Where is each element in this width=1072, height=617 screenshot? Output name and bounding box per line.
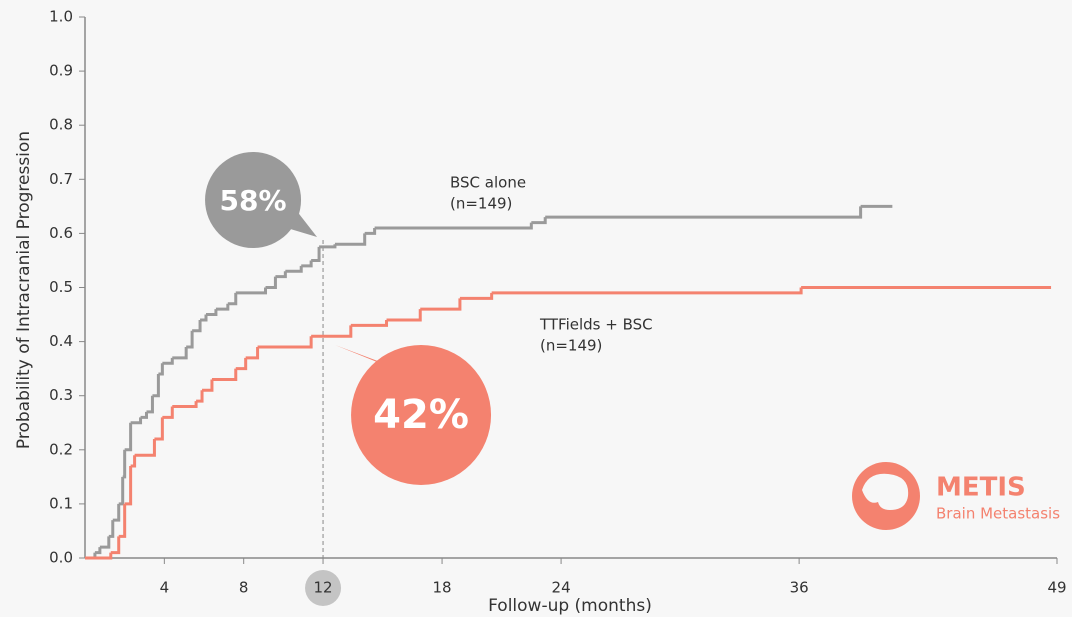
x-tick-label: 36 <box>790 579 809 597</box>
step-segment <box>245 347 260 360</box>
step-segment <box>257 336 313 349</box>
step-segment <box>146 395 154 414</box>
step-segment <box>202 379 214 392</box>
step-segment <box>124 466 133 506</box>
step-segment <box>108 520 115 538</box>
step-segment <box>124 422 133 452</box>
x-tick-label: 18 <box>433 579 452 597</box>
y-tick-label: 0.3 <box>49 386 73 404</box>
step-segment <box>275 271 287 279</box>
step-segment <box>162 406 174 419</box>
step-segment <box>110 536 121 555</box>
step-segment <box>227 292 238 306</box>
y-tick-label: 0.7 <box>49 170 73 188</box>
step-segment <box>130 417 143 425</box>
callout-label: 58% <box>220 184 287 217</box>
step-segment <box>374 222 533 230</box>
step-segment <box>265 276 277 289</box>
step-segment <box>94 547 102 555</box>
step-segment <box>130 455 137 468</box>
step-segment <box>206 309 218 317</box>
step-segment <box>172 347 188 360</box>
series-n-label: (n=149) <box>450 195 512 213</box>
logo-title: METIS <box>936 473 1026 503</box>
callout-label: 42% <box>373 392 469 438</box>
step-segment <box>152 374 160 398</box>
step-segment <box>186 330 194 349</box>
y-tick-label: 0.1 <box>49 494 73 512</box>
step-segment <box>301 260 313 268</box>
y-tick-label: 0.6 <box>49 224 73 242</box>
callout-bubble <box>351 345 492 485</box>
step-segment <box>172 401 198 409</box>
y-tick-label: 1.0 <box>49 8 73 26</box>
step-segment <box>235 287 268 295</box>
y-tick-label: 0.0 <box>49 549 73 567</box>
step-segment <box>491 287 803 295</box>
series-label: BSC alone <box>450 174 526 192</box>
step-segment <box>215 303 230 311</box>
step-segment <box>99 536 111 549</box>
step-segment <box>350 319 389 327</box>
x-tick-label: 12 <box>313 579 332 597</box>
step-segment <box>311 325 353 338</box>
step-segment <box>364 227 377 235</box>
step-segment <box>531 217 547 225</box>
y-tick-label: 0.8 <box>49 116 73 134</box>
logo: METIS Brain Metastasis <box>852 462 1060 530</box>
logo-brain <box>862 473 909 510</box>
step-segment <box>211 368 238 381</box>
step-segment <box>140 411 148 419</box>
y-tick-label: 0.5 <box>49 278 73 296</box>
step-segment <box>334 233 367 246</box>
y-tick-label: 0.9 <box>49 62 73 80</box>
callout-bubble <box>205 152 302 248</box>
x-tick-label: 49 <box>1047 579 1066 597</box>
step-segment <box>118 476 125 506</box>
step-segment <box>386 309 422 322</box>
step-segment <box>192 319 202 333</box>
step-segment <box>200 314 208 322</box>
step-segment <box>134 438 156 457</box>
step-segment <box>112 503 121 522</box>
step-segment <box>459 292 494 300</box>
step-segment <box>420 298 462 311</box>
series-label: TTFields + BSC <box>539 316 653 334</box>
step-segment <box>154 417 164 441</box>
x-tick-label: 4 <box>160 579 170 597</box>
step-segment <box>285 265 303 273</box>
x-tick-highlight <box>305 570 342 606</box>
x-tick-label: 24 <box>552 579 571 597</box>
step-segment <box>118 503 127 538</box>
step-segment <box>311 246 321 262</box>
y-tick-label: 0.4 <box>49 332 73 350</box>
step-segment <box>545 206 863 219</box>
x-axis-label: Follow-up (months) <box>488 596 652 616</box>
series-n-label: (n=149) <box>540 337 602 355</box>
step-segment <box>235 357 248 371</box>
step-segment <box>158 363 164 376</box>
step-segment <box>122 449 127 479</box>
y-tick-label: 0.2 <box>49 440 73 458</box>
step-segment <box>162 357 174 365</box>
step-segment <box>85 552 113 560</box>
y-axis-label: Probability of Intracranial Progression <box>14 131 34 449</box>
x-tick-label: 8 <box>239 579 249 597</box>
step-segment <box>196 390 204 403</box>
logo-subtitle: Brain Metastasis <box>936 505 1060 523</box>
